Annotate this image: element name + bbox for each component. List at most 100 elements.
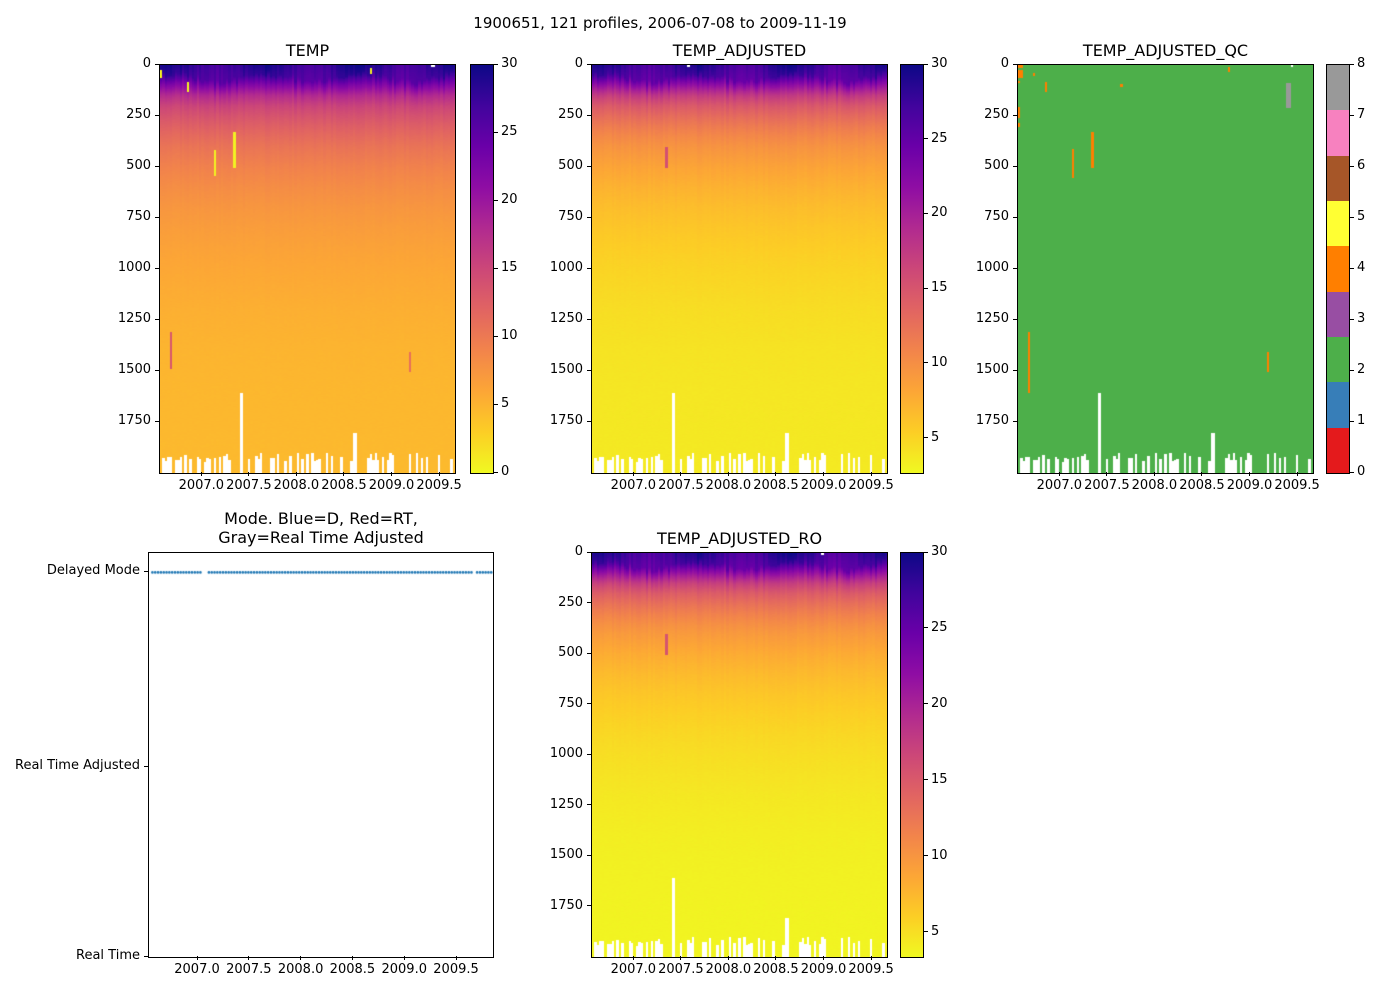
x-tick-label: 2009.5 xyxy=(848,478,894,493)
heatmap-temp-canvas xyxy=(160,65,455,473)
x-tick-label: 2007.5 xyxy=(226,478,272,493)
colorbar-tick-mark xyxy=(1350,216,1354,218)
y-tick-mark xyxy=(155,369,159,371)
qc-colorbar-segment-4 xyxy=(1327,246,1349,292)
colorbar-tick-label: 5 xyxy=(1357,209,1366,224)
x-tick-label: 2009.5 xyxy=(416,478,462,493)
y-tick-label: 1000 xyxy=(549,260,583,275)
y-tick-label: 1250 xyxy=(549,796,583,812)
y-tick-mark xyxy=(155,318,159,320)
colorbar-tick-label: 10 xyxy=(931,354,948,370)
colorbar-tick-mark xyxy=(924,212,928,214)
colorbar-temp xyxy=(470,64,494,474)
y-tick-label: 1250 xyxy=(117,311,151,326)
panel-title-temp-adjusted-qc: TEMP_ADJUSTED_QC xyxy=(1082,41,1249,60)
y-tick-mark xyxy=(587,804,591,805)
y-tick-label: 1750 xyxy=(549,897,583,913)
y-tick-label: 500 xyxy=(984,158,1009,173)
colorbar-tick-label: 10 xyxy=(931,847,948,863)
qc-colorbar-segment-8 xyxy=(1327,65,1349,111)
y-tick-mark xyxy=(1013,216,1017,218)
colorbar-tick-label: 8 xyxy=(1357,56,1366,71)
qc-colorbar-segment-2 xyxy=(1327,336,1349,383)
y-tick-mark xyxy=(1013,267,1017,269)
y-tick-mark xyxy=(144,955,148,957)
x-tick-mark xyxy=(870,956,872,960)
heatmap-temp-plot xyxy=(159,64,456,474)
colorbar-tick-label: 1 xyxy=(1357,413,1366,428)
colorbar-tick-mark xyxy=(494,63,498,65)
colorbar-tick-mark xyxy=(924,362,928,364)
y-tick-label: 500 xyxy=(558,158,583,173)
x-tick-label: 2008.5 xyxy=(1179,478,1225,493)
x-tick-mark xyxy=(200,472,202,476)
colorbar-tick-mark xyxy=(924,627,928,629)
x-tick-mark xyxy=(1201,472,1203,476)
x-tick-mark xyxy=(300,956,302,960)
x-tick-mark xyxy=(632,472,634,476)
y-tick-label: 250 xyxy=(984,107,1009,122)
colorbar-tick-label: 25 xyxy=(501,124,518,139)
colorbar-tick-mark xyxy=(924,63,928,65)
y-tick-label: 250 xyxy=(126,107,151,122)
y-tick-mark xyxy=(587,63,591,65)
x-tick-mark xyxy=(196,956,198,960)
x-tick-label: 2009.5 xyxy=(1274,478,1320,493)
y-tick-label: 1250 xyxy=(549,311,583,326)
heatmap-temp-adjusted-qc-plot xyxy=(1017,64,1314,474)
y-tick-mark xyxy=(587,369,591,371)
mode-title-line-2: Gray=Real Time Adjusted xyxy=(218,528,424,547)
x-tick-mark xyxy=(680,956,682,960)
colorbar-tick-label: 25 xyxy=(931,619,948,635)
x-tick-mark xyxy=(248,472,250,476)
y-tick-label: 500 xyxy=(558,645,583,660)
y-tick-mark xyxy=(1013,318,1017,320)
y-tick-mark xyxy=(587,854,591,856)
y-tick-mark xyxy=(1013,369,1017,371)
colorbar-tick-mark xyxy=(924,779,928,781)
colorbar-tick-label: 20 xyxy=(931,205,948,221)
colorbar-tick-label: 25 xyxy=(931,130,948,146)
y-tick-mark xyxy=(1013,114,1017,116)
qc-colorbar-segment-0 xyxy=(1327,427,1349,473)
x-tick-mark xyxy=(391,472,393,476)
y-tick-mark xyxy=(155,216,159,218)
y-tick-label: 1750 xyxy=(549,413,583,428)
y-tick-mark xyxy=(587,551,591,553)
panel-title-mode: Mode. Blue=D, Red=RT, Gray=Real Time Adj… xyxy=(149,509,493,547)
colorbar-tick-mark xyxy=(1350,165,1354,167)
panel-title-temp-adjusted: TEMP_ADJUSTED xyxy=(672,41,807,60)
x-tick-mark xyxy=(455,956,457,960)
x-tick-label: 2008.0 xyxy=(705,962,752,977)
heatmap-temp-adjusted-ro-plot xyxy=(591,552,888,958)
x-tick-mark xyxy=(775,956,777,960)
colorbar-tick-label: 15 xyxy=(931,771,948,787)
colorbar-tick-mark xyxy=(1350,267,1354,269)
colorbar-tick-mark xyxy=(494,335,498,337)
colorbar-tick-mark xyxy=(1350,114,1354,116)
colorbar-tick-label: 20 xyxy=(501,192,518,207)
x-tick-label: 2009.0 xyxy=(381,962,427,977)
colorbar-tick-label: 3 xyxy=(1357,311,1366,326)
x-tick-label: 2008.5 xyxy=(321,478,367,493)
x-tick-mark xyxy=(403,956,405,960)
colorbar-tick-mark xyxy=(494,131,498,133)
x-tick-mark xyxy=(438,472,440,476)
y-tick-mark xyxy=(1013,165,1017,167)
colorbar-temp-adjusted-qc xyxy=(1326,64,1350,474)
heatmap-temp-adjusted-plot xyxy=(591,64,888,474)
mode-title-line-1: Mode. Blue=D, Red=RT, xyxy=(224,509,418,528)
y-tick-mark xyxy=(155,114,159,116)
heatmap-temp-adjusted-qc-canvas xyxy=(1018,65,1313,473)
x-tick-label: 2008.0 xyxy=(273,478,320,493)
colorbar-tick-label: 30 xyxy=(501,56,518,71)
x-tick-label: 2007.0 xyxy=(178,478,225,493)
colorbar-tick-label: 5 xyxy=(931,923,940,939)
colorbar-tick-label: 6 xyxy=(1357,158,1366,173)
mode-category-label: Real Time Adjusted xyxy=(15,758,140,774)
y-tick-label: 750 xyxy=(558,695,583,711)
x-tick-mark xyxy=(248,956,250,960)
x-tick-label: 2008.0 xyxy=(705,478,752,493)
y-tick-label: 0 xyxy=(142,56,151,71)
